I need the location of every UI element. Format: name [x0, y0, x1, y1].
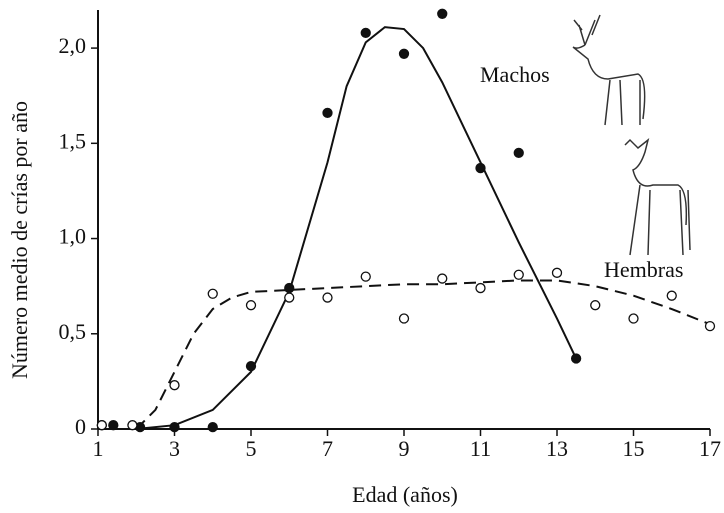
data-point [437, 8, 448, 19]
x-tick-label: 15 [623, 436, 645, 461]
data-point [284, 282, 295, 294]
data-point [96, 420, 107, 431]
data-point [322, 107, 333, 118]
data-point [108, 420, 119, 431]
x-tick-label: 3 [169, 436, 180, 461]
y-tick-label: 1,0 [59, 224, 87, 249]
y-tick-label: 2,0 [59, 33, 87, 58]
x-tick-label: 5 [246, 436, 257, 461]
data-point [398, 48, 410, 59]
data-point [169, 380, 180, 391]
data-point [360, 27, 371, 39]
data-point [322, 292, 333, 303]
data-point [245, 360, 257, 372]
data-point [513, 147, 524, 158]
y-tick-label: 1,5 [59, 128, 87, 153]
x-tick-label: 13 [546, 436, 568, 461]
data-point [207, 288, 218, 299]
x-tick-label: 9 [399, 436, 410, 461]
data-point [245, 300, 257, 311]
data-point [666, 290, 677, 301]
x-tick-label: 17 [699, 436, 721, 461]
data-point [513, 269, 524, 280]
y-tick-label: 0,5 [59, 319, 87, 344]
data-point [207, 421, 218, 433]
y-tick-label: 0 [75, 414, 86, 439]
data-point [475, 282, 486, 294]
deer-male-icon [572, 14, 646, 126]
y-axis-label: Número medio de crías por año [7, 101, 32, 379]
data-point [628, 313, 639, 324]
data-point [475, 162, 486, 174]
x-axis-label: Edad (años) [352, 482, 458, 507]
fit-curve [135, 279, 711, 430]
data-point [360, 271, 371, 282]
x-tick-label: 7 [322, 436, 333, 461]
data-point [169, 421, 180, 433]
series-label: Machos [480, 62, 550, 87]
data-point [551, 267, 563, 278]
data-point [127, 420, 138, 431]
deer-female-icon [624, 138, 691, 256]
data-point [570, 353, 582, 364]
data-point [704, 321, 716, 332]
fit-curve [98, 26, 578, 430]
data-point [398, 313, 410, 324]
data-point [284, 292, 295, 303]
series-label: Hembras [604, 257, 683, 282]
data-point [437, 273, 448, 284]
x-tick-label: 11 [470, 436, 491, 461]
x-tick-label: 1 [93, 436, 104, 461]
data-point [590, 300, 601, 311]
